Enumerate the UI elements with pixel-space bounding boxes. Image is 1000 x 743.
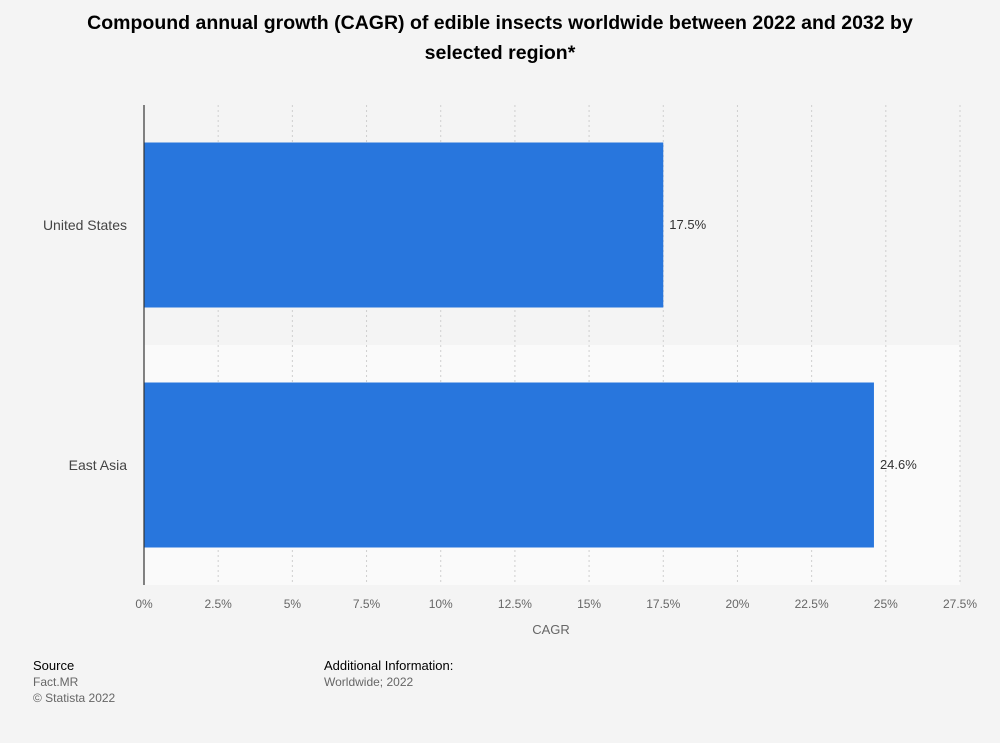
x-tick-label: 15% xyxy=(577,597,601,611)
bar-value-label: 17.5% xyxy=(669,217,706,232)
category-label: East Asia xyxy=(69,457,128,473)
x-tick-label: 7.5% xyxy=(353,597,381,611)
x-tick-label: 17.5% xyxy=(646,597,680,611)
copyright-text: © Statista 2022 xyxy=(33,691,116,705)
x-tick-label: 0% xyxy=(135,597,153,611)
x-tick-label: 2.5% xyxy=(205,597,233,611)
source-heading: Source xyxy=(33,658,75,673)
category-label: United States xyxy=(43,217,127,233)
chart-title: Compound annual growth (CAGR) of edible … xyxy=(87,12,913,64)
additional-info-text: Worldwide; 2022 xyxy=(324,675,414,689)
source-link[interactable]: Fact.MR xyxy=(33,675,79,689)
bar-value-label: 24.6% xyxy=(880,457,917,472)
additional-info-heading: Additional Information: xyxy=(324,658,454,673)
x-axis-label: CAGR xyxy=(532,622,570,637)
x-tick-label: 22.5% xyxy=(795,597,829,611)
x-tick-label: 27.5% xyxy=(943,597,977,611)
x-tick-label: 25% xyxy=(874,597,898,611)
x-tick-label: 12.5% xyxy=(498,597,532,611)
bar[interactable] xyxy=(144,382,874,548)
x-tick-label: 5% xyxy=(284,597,302,611)
bar[interactable] xyxy=(144,142,664,308)
x-tick-label: 20% xyxy=(725,597,749,611)
x-tick-label: 10% xyxy=(429,597,453,611)
